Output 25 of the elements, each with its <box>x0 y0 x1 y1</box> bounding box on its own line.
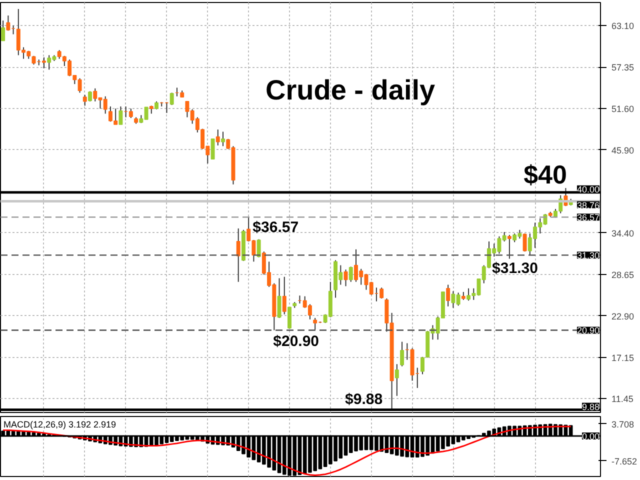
chart-title: MACD(12,26,9) 3.192 2.919 <box>4 420 116 430</box>
ref-line-label: 38.76 <box>576 200 600 210</box>
text: Crude - daily <box>266 74 436 106</box>
y-tick-label: 11.45 <box>612 394 634 404</box>
annotation: $36.57 <box>252 219 299 236</box>
annotation: $9.88 <box>345 390 383 408</box>
ref-line-label: 31.30 <box>576 250 600 261</box>
annotation: $20.90 <box>273 333 320 350</box>
annotation: $40 <box>524 159 567 190</box>
y-tick-label: 45.90 <box>612 145 634 156</box>
ref-line-label: 20.90 <box>576 326 600 336</box>
y-tick-label: -7.652 <box>612 456 638 466</box>
ref-line-label: 36.57 <box>576 212 600 223</box>
ref-line-label: 0.00 <box>582 431 600 442</box>
annotation: $31.30 <box>492 260 538 278</box>
ref-line-label: 9.88 <box>582 402 600 412</box>
ref-line-label: 40.00 <box>576 184 600 194</box>
y-tick-label: 17.15 <box>612 352 634 363</box>
y-tick-label: 57.35 <box>612 62 634 73</box>
y-tick-label: 34.40 <box>612 228 634 238</box>
y-tick-label: 63.10 <box>612 21 634 32</box>
y-tick-label: 22.90 <box>612 311 634 322</box>
y-tick-label: 3.708 <box>612 419 634 430</box>
y-tick-label: 51.60 <box>612 104 634 114</box>
y-tick-label: 28.65 <box>612 270 634 280</box>
